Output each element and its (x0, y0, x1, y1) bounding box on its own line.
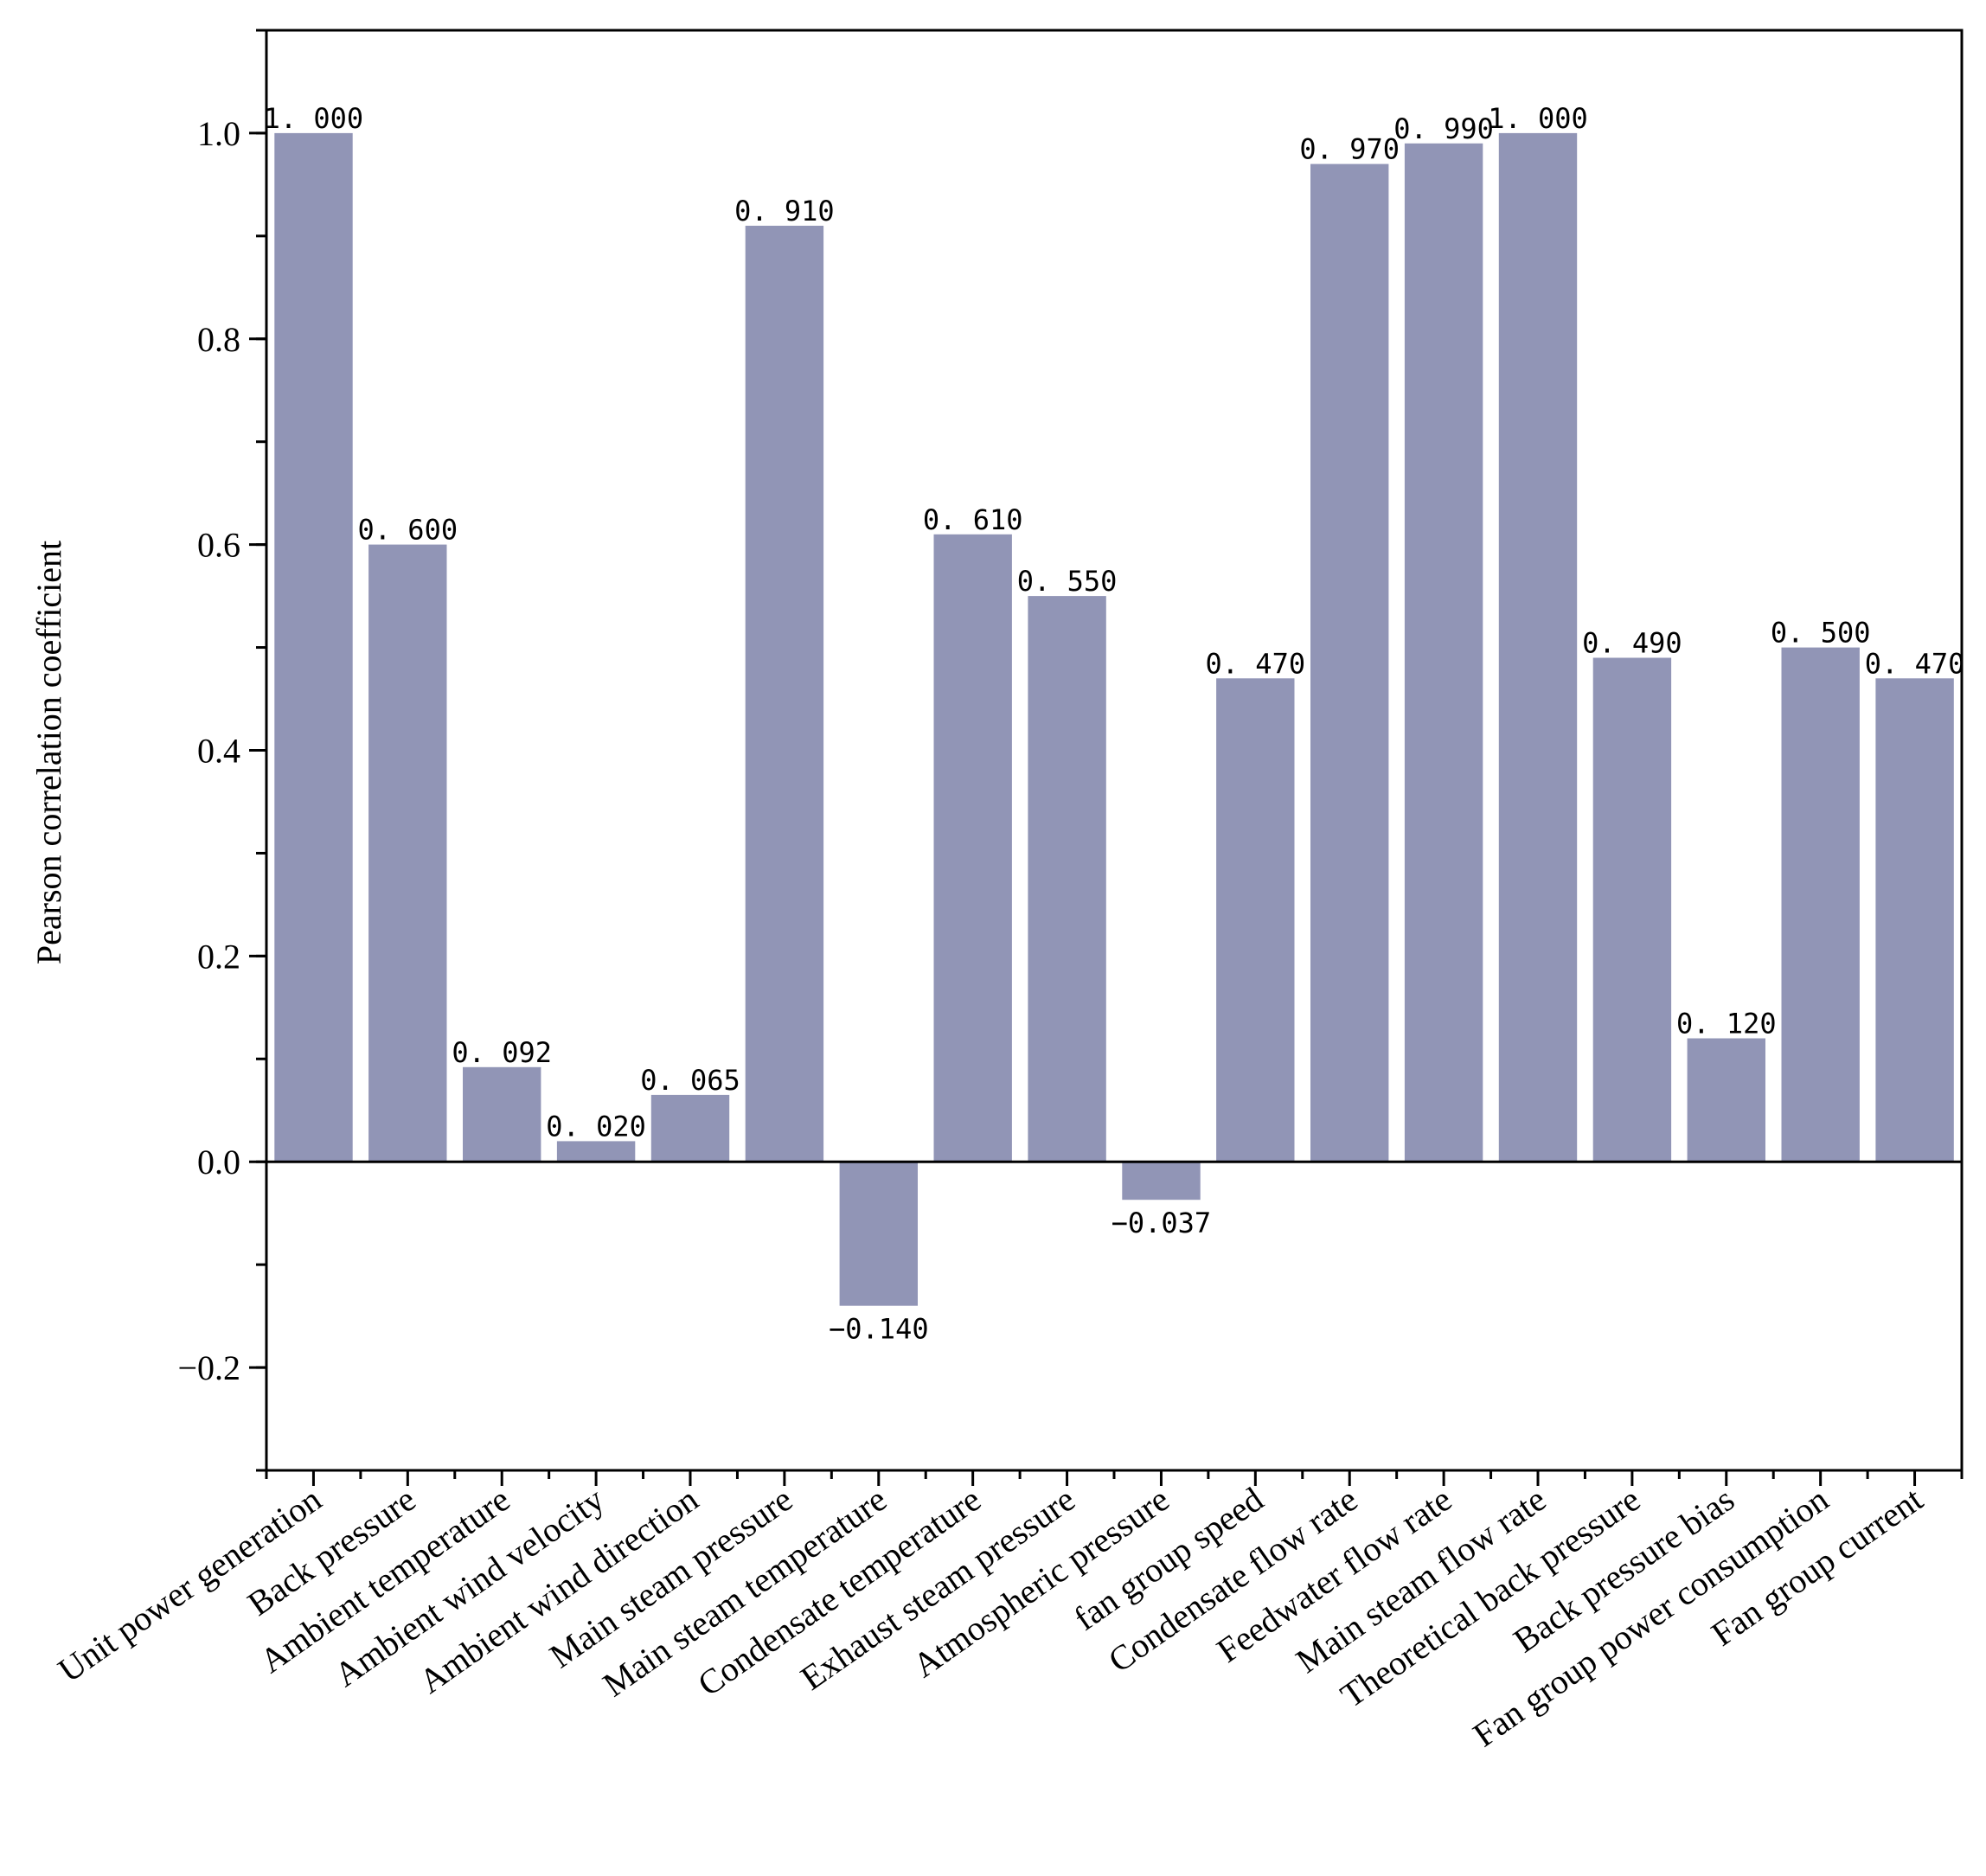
bar (1122, 1162, 1201, 1201)
bar (933, 534, 1012, 1162)
y-axis: −0.2 0.0 0.2 0.4 0.6 0.8 1.0 (177, 29, 266, 1472)
bar (274, 132, 353, 1162)
y-tick-label: 0.8 (197, 320, 240, 359)
data-label: 0. 020 (546, 1110, 646, 1143)
bar (745, 226, 824, 1162)
bar (839, 1162, 918, 1306)
bar (1028, 596, 1106, 1162)
plot-frame (265, 29, 1964, 1472)
y-tick-label: 1.0 (197, 114, 240, 153)
bar (1592, 657, 1672, 1162)
data-label: 0. 990 (1393, 112, 1494, 145)
data-label: 0. 910 (734, 195, 835, 227)
y-tick-label: 0.2 (197, 937, 240, 976)
data-label: −0.140 (829, 1313, 929, 1346)
data-label: 0. 470 (1206, 647, 1306, 680)
data-label: 0. 500 (1771, 617, 1871, 650)
data-label: 0. 970 (1299, 133, 1400, 166)
data-label: 0. 470 (1865, 647, 1965, 680)
y-tick-label: 0.6 (197, 526, 240, 565)
data-label: −0.037 (1112, 1207, 1212, 1239)
y-tick-label: 0.4 (197, 732, 240, 771)
y-axis-title: Pearson correlation coefficient (29, 541, 68, 964)
data-label: 0. 490 (1582, 627, 1682, 660)
y-tick-label: 0.0 (197, 1143, 240, 1181)
bar (1310, 163, 1389, 1162)
data-label: 0. 120 (1676, 1008, 1777, 1040)
plot-border (265, 29, 1964, 1472)
data-label: 0. 610 (923, 503, 1023, 536)
bar (1498, 132, 1578, 1162)
bars-layer (274, 132, 1954, 1306)
data-label: 0. 600 (358, 514, 458, 547)
data-label: 0. 065 (640, 1064, 740, 1097)
data-label: 0. 092 (452, 1036, 552, 1069)
data-label: 1. 000 (1488, 102, 1588, 135)
bar (1781, 647, 1860, 1162)
bar (1875, 678, 1954, 1162)
bar (463, 1066, 541, 1162)
data-labels: 1. 000 0. 600 0. 092 0. 020 0. 065 0. 910 −0.1… (264, 102, 1965, 1346)
bar (368, 544, 447, 1162)
bar (1216, 678, 1295, 1162)
bar (556, 1141, 636, 1162)
y-tick-label: −0.2 (177, 1348, 240, 1387)
bar (650, 1094, 730, 1162)
data-label: 0. 550 (1017, 565, 1118, 598)
data-label: 1. 000 (264, 102, 364, 135)
bar (1687, 1038, 1765, 1162)
bar (1404, 143, 1483, 1162)
